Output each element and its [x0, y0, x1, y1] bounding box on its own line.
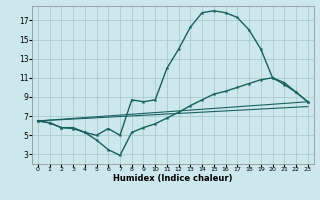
X-axis label: Humidex (Indice chaleur): Humidex (Indice chaleur): [113, 174, 233, 183]
